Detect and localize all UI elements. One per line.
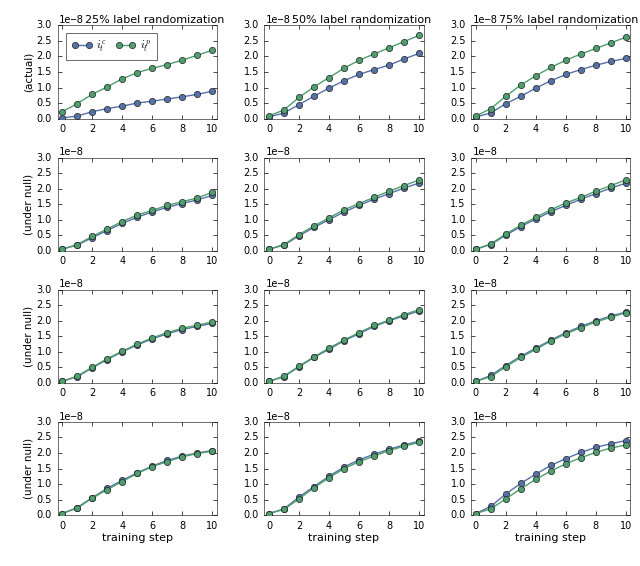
Y-axis label: (actual): (actual) <box>24 52 34 92</box>
Text: 1e−8: 1e−8 <box>266 411 291 422</box>
X-axis label: training step: training step <box>515 533 586 543</box>
Y-axis label: (under null): (under null) <box>24 174 34 235</box>
Text: 1e−8: 1e−8 <box>59 15 84 25</box>
Text: 1e−8: 1e−8 <box>59 411 84 422</box>
Text: 75% label randomization: 75% label randomization <box>492 15 638 25</box>
Text: 1e−8: 1e−8 <box>473 280 498 289</box>
Y-axis label: (under null): (under null) <box>24 438 34 499</box>
Text: 25% label randomization: 25% label randomization <box>78 15 225 25</box>
Text: 1e−8: 1e−8 <box>473 147 498 157</box>
Text: 1e−8: 1e−8 <box>266 147 291 157</box>
Y-axis label: (under null): (under null) <box>24 306 34 367</box>
Text: 1e−8: 1e−8 <box>266 15 291 25</box>
Text: 1e−8: 1e−8 <box>59 147 84 157</box>
X-axis label: training step: training step <box>308 533 380 543</box>
Text: 1e−8: 1e−8 <box>266 280 291 289</box>
Text: 1e−8: 1e−8 <box>473 15 498 25</box>
Text: 1e−8: 1e−8 <box>59 280 84 289</box>
X-axis label: training step: training step <box>102 533 173 543</box>
Text: 50% label randomization: 50% label randomization <box>285 15 431 25</box>
Text: 1e−8: 1e−8 <box>473 411 498 422</box>
Legend: $i_t^c$, $i_t^p$: $i_t^c$, $i_t^p$ <box>67 33 157 60</box>
